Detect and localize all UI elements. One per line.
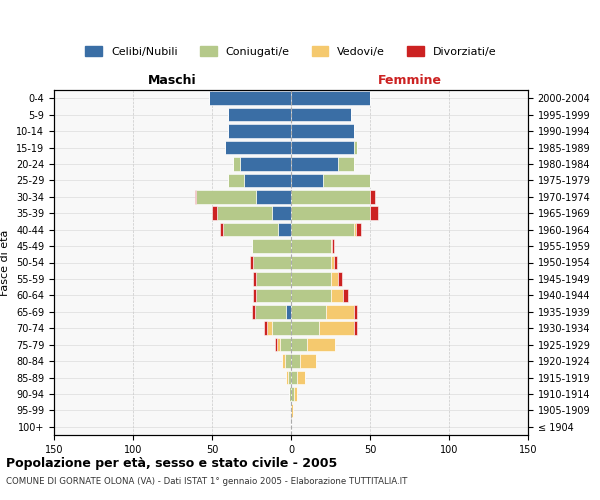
- Y-axis label: Fasce di età: Fasce di età: [1, 230, 10, 296]
- Bar: [298, 371, 305, 384]
- Bar: [209, 92, 291, 105]
- Bar: [220, 223, 223, 236]
- Bar: [233, 157, 241, 170]
- Bar: [251, 240, 291, 253]
- Bar: [326, 305, 354, 318]
- Bar: [212, 206, 217, 220]
- Bar: [256, 190, 291, 203]
- Bar: [354, 305, 358, 318]
- Bar: [223, 223, 278, 236]
- Bar: [272, 322, 291, 335]
- Bar: [291, 174, 323, 187]
- Bar: [256, 272, 291, 285]
- Bar: [196, 190, 256, 203]
- Bar: [291, 404, 293, 417]
- Bar: [370, 206, 378, 220]
- Bar: [291, 272, 331, 285]
- Bar: [301, 354, 316, 368]
- Bar: [286, 305, 291, 318]
- Bar: [254, 305, 286, 318]
- Bar: [291, 124, 354, 138]
- Bar: [291, 338, 307, 351]
- Bar: [256, 288, 291, 302]
- Bar: [331, 288, 343, 302]
- Legend: Celibi/Nubili, Coniugati/e, Vedovi/e, Divorziati/e: Celibi/Nubili, Coniugati/e, Vedovi/e, Di…: [81, 42, 501, 62]
- Bar: [291, 108, 351, 122]
- Bar: [291, 256, 331, 269]
- Bar: [286, 371, 288, 384]
- Bar: [370, 190, 375, 203]
- Bar: [277, 338, 280, 351]
- Bar: [334, 256, 337, 269]
- Bar: [228, 124, 291, 138]
- Bar: [275, 338, 277, 351]
- Bar: [289, 387, 291, 400]
- Bar: [291, 92, 370, 105]
- Bar: [291, 190, 370, 203]
- Bar: [338, 157, 354, 170]
- Bar: [354, 223, 356, 236]
- Bar: [291, 206, 370, 220]
- Bar: [319, 322, 354, 335]
- Bar: [281, 354, 284, 368]
- Bar: [217, 206, 272, 220]
- Bar: [331, 256, 334, 269]
- Text: Femmine: Femmine: [377, 74, 442, 86]
- Bar: [280, 338, 291, 351]
- Bar: [251, 305, 254, 318]
- Bar: [194, 190, 196, 203]
- Bar: [291, 141, 354, 154]
- Bar: [356, 223, 361, 236]
- Bar: [331, 272, 338, 285]
- Bar: [228, 108, 291, 122]
- Bar: [332, 240, 334, 253]
- Bar: [253, 272, 256, 285]
- Bar: [288, 371, 291, 384]
- Bar: [291, 387, 294, 400]
- Bar: [291, 322, 319, 335]
- Text: Maschi: Maschi: [148, 74, 197, 86]
- Bar: [291, 157, 338, 170]
- Bar: [291, 223, 354, 236]
- Bar: [244, 174, 291, 187]
- Bar: [264, 322, 268, 335]
- Bar: [268, 322, 272, 335]
- Bar: [291, 371, 298, 384]
- Text: COMUNE DI GORNATE OLONA (VA) - Dati ISTAT 1° gennaio 2005 - Elaborazione TUTTITA: COMUNE DI GORNATE OLONA (VA) - Dati ISTA…: [6, 478, 407, 486]
- Bar: [224, 141, 291, 154]
- Bar: [291, 354, 301, 368]
- Bar: [331, 240, 332, 253]
- Bar: [323, 174, 370, 187]
- Bar: [272, 206, 291, 220]
- Bar: [291, 288, 331, 302]
- Text: Popolazione per età, sesso e stato civile - 2005: Popolazione per età, sesso e stato civil…: [6, 458, 337, 470]
- Bar: [291, 240, 331, 253]
- Bar: [241, 157, 291, 170]
- Bar: [228, 174, 244, 187]
- Bar: [284, 354, 291, 368]
- Bar: [338, 272, 341, 285]
- Bar: [291, 305, 326, 318]
- Bar: [253, 288, 256, 302]
- Bar: [250, 256, 253, 269]
- Bar: [278, 223, 291, 236]
- Bar: [253, 256, 291, 269]
- Bar: [294, 387, 298, 400]
- Bar: [307, 338, 335, 351]
- Bar: [354, 141, 358, 154]
- Bar: [354, 322, 358, 335]
- Bar: [343, 288, 348, 302]
